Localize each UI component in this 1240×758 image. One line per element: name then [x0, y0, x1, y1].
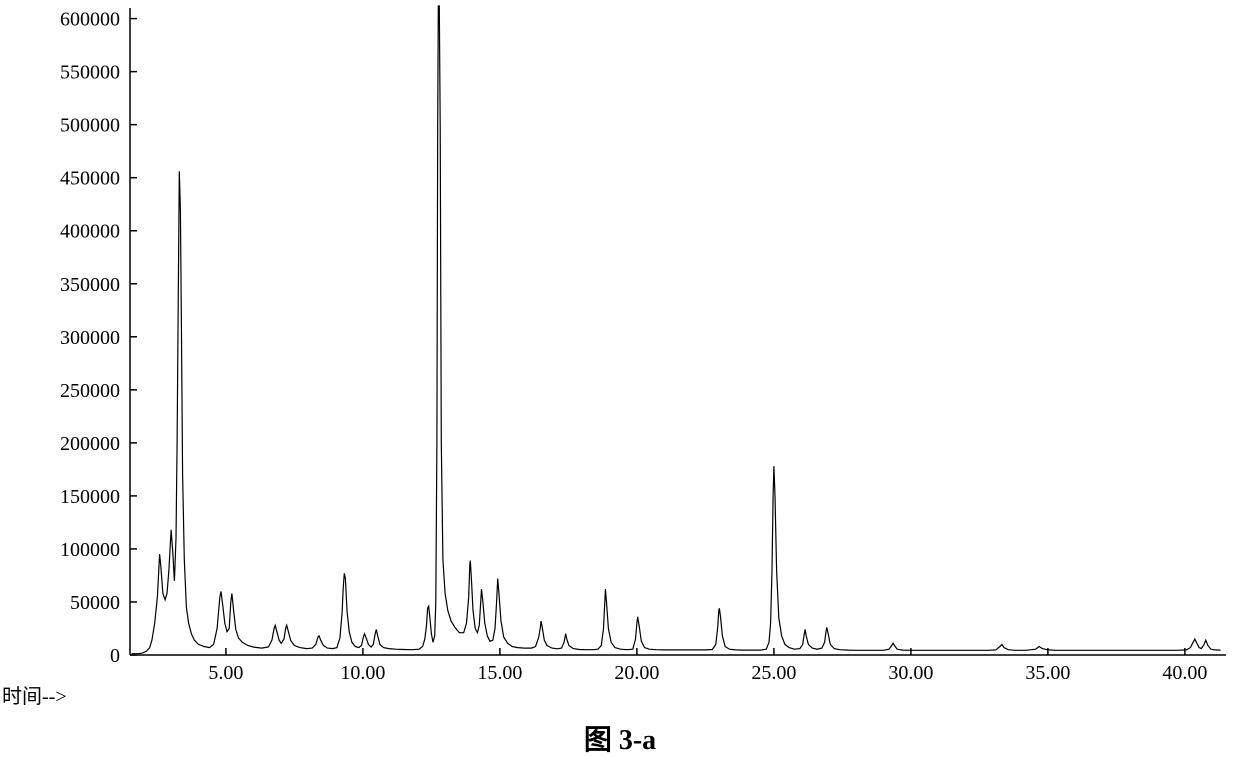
y-tick-label: 600000 [60, 9, 120, 31]
y-tick-label: 100000 [60, 539, 120, 561]
y-tick-label: 500000 [60, 115, 120, 137]
y-tick-label: 550000 [60, 62, 120, 84]
chromatogram-figure: 0 50000 100000 150000 200000 250000 300000 3500… [0, 0, 1240, 755]
x-tick-label: 25.00 [751, 662, 796, 684]
chromatogram-trace [132, 6, 1221, 654]
x-tick-label: 35.00 [1025, 662, 1070, 684]
x-tick-label: 20.00 [614, 662, 659, 684]
x-tick-label: 30.00 [888, 662, 933, 684]
figure-caption: 图 3-a [0, 718, 1240, 758]
x-tick-label: 40.00 [1162, 662, 1207, 684]
y-tick-label: 300000 [60, 327, 120, 349]
x-tick-label: 10.00 [340, 662, 385, 684]
y-tick-label: 350000 [60, 274, 120, 296]
y-tick-label: 0 [110, 645, 120, 667]
y-tick-label: 50000 [70, 592, 120, 614]
y-tick-label: 200000 [60, 433, 120, 455]
y-tick-label: 450000 [60, 168, 120, 190]
x-tick-label: 5.00 [208, 662, 243, 684]
plot-svg: 0 50000 100000 150000 200000 250000 300000 3500… [0, 0, 1240, 755]
x-axis-title: 时间--> [2, 680, 67, 709]
x-tick-label: 15.00 [477, 662, 522, 684]
y-tick-label: 250000 [60, 380, 120, 402]
y-tick-label: 400000 [60, 221, 120, 243]
y-tick-label: 150000 [60, 486, 120, 508]
